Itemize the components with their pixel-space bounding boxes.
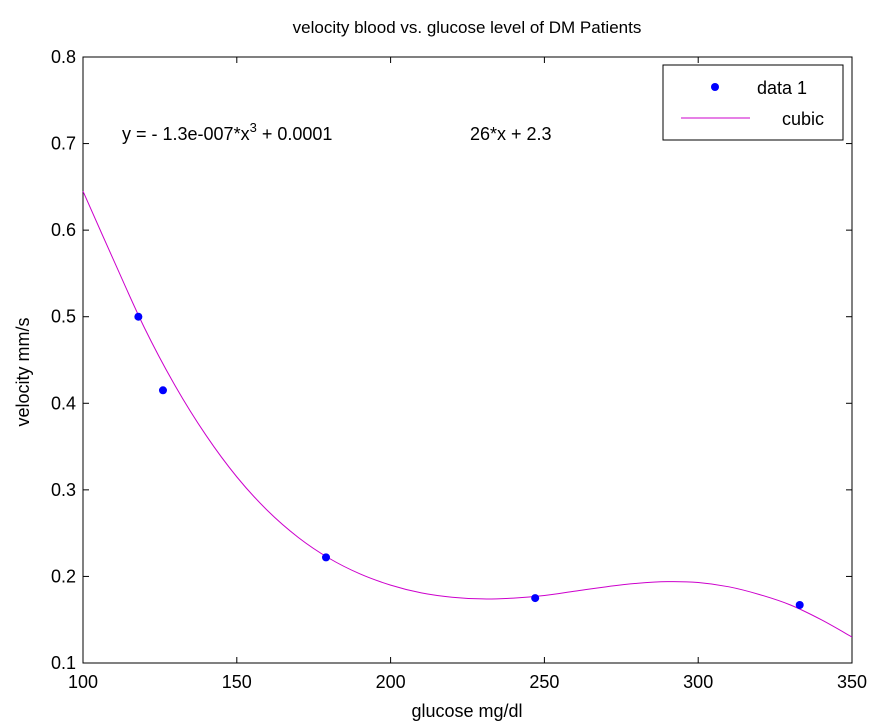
data-point [795, 600, 804, 609]
fit-equation-part-1: y = - 1.3e-007*x [122, 124, 250, 144]
legend: data 1 cubic [662, 64, 844, 141]
y-tick-label: 0.8 [51, 47, 76, 67]
legend-label-cubic: cubic [782, 109, 824, 129]
fit-equation-exponent: 3 [250, 120, 257, 135]
x-tick-label: 350 [837, 672, 867, 692]
fit-equation-part-3: 26*x + 2.3 [470, 124, 552, 144]
cubic-fit-layer [82, 190, 853, 638]
legend-box [662, 64, 844, 141]
plot-frame [82, 56, 853, 664]
y-tick-label: 0.7 [51, 134, 76, 154]
x-tick-label: 100 [68, 672, 98, 692]
axes: 100 150 200 250 300 350 0.1 0.2 0.3 0.4 0.5 0.6 0.7 0… [51, 47, 867, 692]
data-point [134, 312, 143, 321]
fit-equation-part-2: + 0.0001 [257, 124, 333, 144]
legend-label-data-1: data 1 [757, 78, 807, 98]
x-tick-label: 300 [683, 672, 713, 692]
data-point [158, 386, 167, 395]
data-point [322, 553, 331, 562]
y-tick-label: 0.2 [51, 566, 76, 586]
fit-equation-annotation: y = - 1.3e-007*x3 + 0.0001 [122, 120, 332, 144]
y-tick-label: 0.5 [51, 307, 76, 327]
legend-marker-data-1 [711, 83, 719, 91]
x-tick-label: 200 [376, 672, 406, 692]
x-tick-label: 150 [222, 672, 252, 692]
y-tick-label: 0.4 [51, 393, 76, 413]
chart-title: velocity blood vs. glucose level of DM P… [293, 18, 642, 37]
y-axis-label: velocity mm/s [13, 317, 33, 426]
data-point [531, 594, 540, 603]
y-tick-label: 0.6 [51, 220, 76, 240]
x-tick-label: 250 [529, 672, 559, 692]
cubic-fit-line [82, 190, 853, 638]
data-points-layer [134, 312, 804, 609]
x-axis-label: glucose mg/dl [411, 701, 522, 721]
y-tick-label: 0.1 [51, 653, 76, 673]
y-tick-label: 0.3 [51, 480, 76, 500]
